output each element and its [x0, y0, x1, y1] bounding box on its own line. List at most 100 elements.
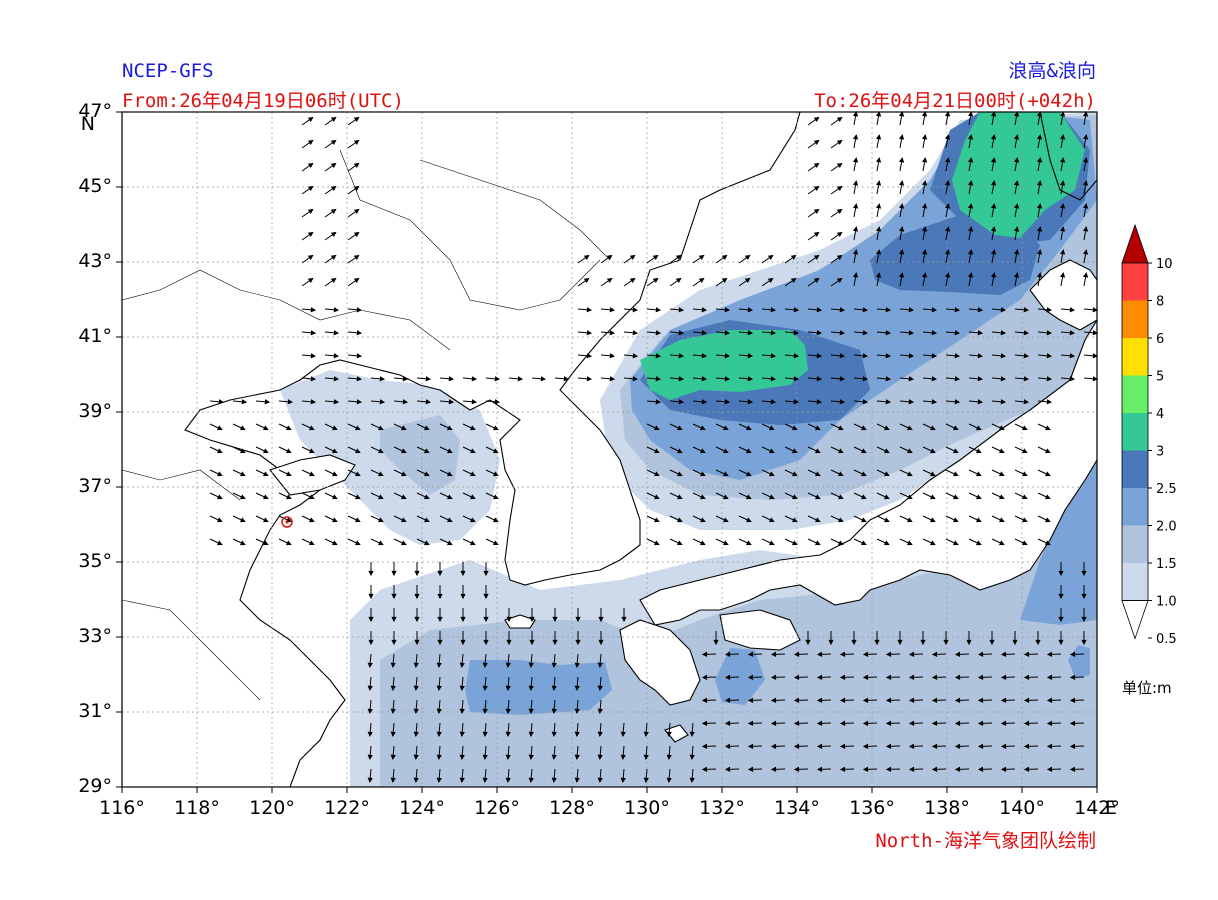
arrow-head — [724, 399, 731, 405]
arrow-head — [331, 448, 338, 454]
arrow-head — [862, 743, 869, 749]
arrow-head — [931, 376, 938, 382]
arrow-head — [1069, 307, 1076, 313]
arrow-head — [875, 180, 882, 186]
arrow-head — [575, 616, 581, 623]
colorbar-frame — [1121, 262, 1149, 601]
arrow-head — [1023, 743, 1030, 749]
arrow-head — [908, 307, 915, 313]
arrow-head — [747, 697, 754, 703]
arrow-head — [906, 494, 913, 500]
arrow-head — [353, 231, 360, 238]
arrow-head — [967, 134, 974, 140]
arrow-head — [400, 471, 407, 477]
arrow-head — [482, 754, 488, 761]
arrow-head — [377, 494, 384, 500]
arrow-head — [1069, 651, 1076, 657]
arrow-head — [1082, 157, 1089, 163]
arrow-head — [390, 662, 396, 669]
arrow-head — [1046, 720, 1053, 726]
arrow-head — [852, 249, 859, 255]
arrow-head — [353, 254, 360, 261]
arrow-head — [1092, 353, 1099, 359]
arrow-head — [724, 766, 731, 772]
arrow-head — [1000, 674, 1007, 680]
arrow-head — [1081, 639, 1087, 646]
arrow-head — [285, 471, 292, 477]
arrow-head — [310, 353, 317, 359]
arrow-head — [1036, 226, 1043, 232]
colorbar-segment — [1122, 525, 1148, 563]
arrow-head — [967, 111, 974, 117]
arrow-head — [356, 399, 363, 405]
arrow-head — [977, 697, 984, 703]
arrow-head — [906, 471, 913, 477]
arrow-head — [482, 685, 488, 692]
arrow-head — [436, 685, 442, 692]
arrow-head — [898, 180, 905, 186]
arrow-head — [1046, 353, 1053, 359]
lat-unit: N — [80, 113, 95, 135]
arrow-head — [216, 517, 223, 523]
arrow-head — [701, 307, 708, 313]
arrow-head — [528, 731, 534, 738]
arrow-head — [837, 425, 844, 431]
arrow-head — [285, 448, 292, 454]
arrow-head — [262, 540, 269, 546]
arrow-head — [652, 254, 659, 261]
arrow-head — [218, 399, 225, 405]
arrow-head — [377, 540, 384, 546]
arrow-head — [701, 651, 708, 657]
arrow-head — [678, 376, 685, 382]
arrow-head — [816, 353, 823, 359]
arrow-head — [701, 720, 708, 726]
arrow-head — [906, 425, 913, 431]
arrow-head — [768, 471, 775, 477]
arrow-head — [675, 277, 682, 284]
arrow-head — [770, 720, 777, 726]
colorbar-label: 8 — [1156, 295, 1164, 310]
arrow-head — [722, 494, 729, 500]
arrow-head — [954, 674, 961, 680]
arrow-head — [307, 116, 314, 123]
arrow-head — [354, 448, 361, 454]
arrow-head — [446, 425, 453, 431]
arrow-head — [1000, 307, 1007, 313]
arrow-head — [367, 777, 373, 784]
arrow-head — [836, 162, 843, 169]
arrow-head — [943, 639, 949, 646]
arrow-head — [469, 425, 476, 431]
arrow-head — [908, 376, 915, 382]
arrow-head — [1069, 330, 1076, 336]
arrow-head — [285, 540, 292, 546]
arrow-head — [860, 517, 867, 523]
arrow-head — [814, 540, 821, 546]
arrow-head — [413, 731, 419, 738]
arrow-head — [1013, 134, 1020, 140]
arrow-head — [1021, 494, 1028, 500]
arrow-head — [597, 754, 603, 761]
arrow-head — [391, 570, 397, 577]
arrow-head — [699, 425, 706, 431]
coastlines — [122, 112, 1097, 787]
arrow-head — [354, 517, 361, 523]
arrow-head — [1036, 249, 1043, 255]
arrow-head — [1092, 307, 1099, 313]
arrow-head — [793, 376, 800, 382]
arrow-head — [1023, 307, 1030, 313]
arrow-head — [722, 471, 729, 477]
arrow-head — [921, 180, 928, 186]
lon-tick-label: 130° — [624, 797, 670, 819]
arrow-head — [975, 517, 982, 523]
arrow-head — [506, 616, 512, 623]
arrow-head — [770, 743, 777, 749]
arrow-head — [813, 277, 820, 284]
colorbar-segment — [1122, 413, 1148, 451]
arrow-head — [1092, 330, 1099, 336]
arrow-head — [952, 540, 959, 546]
lat-tick-label: 45° — [78, 175, 112, 197]
arrow-head — [551, 685, 557, 692]
arrow-head — [898, 272, 905, 278]
arrow-head — [839, 307, 846, 313]
arrow-head — [413, 685, 419, 692]
